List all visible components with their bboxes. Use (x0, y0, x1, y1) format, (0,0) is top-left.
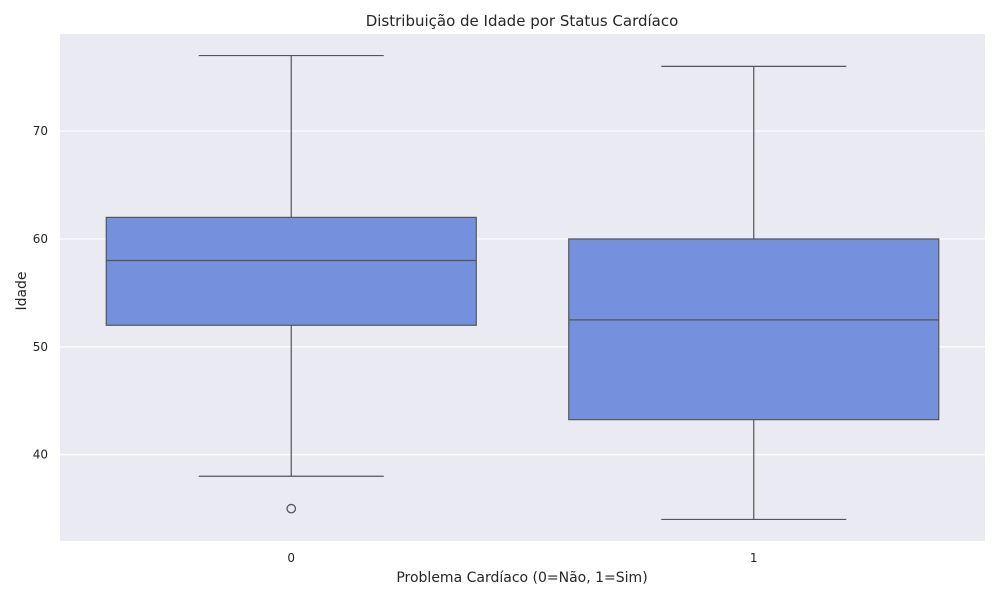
y-tick-label: 70 (33, 124, 48, 138)
boxes (105, 54, 940, 521)
box-group (105, 54, 477, 514)
box-group (568, 65, 940, 521)
outlier-point (286, 503, 297, 514)
x-axis-label: Problema Cardíaco (0=Não, 1=Sim) (396, 570, 647, 586)
box (568, 238, 940, 421)
y-tick-label: 60 (33, 232, 48, 246)
box (105, 216, 477, 326)
x-tick-label: 1 (750, 551, 758, 565)
y-axis-ticks: 40 50 60 70 (33, 124, 48, 462)
y-tick-label: 50 (33, 340, 48, 354)
y-tick-label: 40 (33, 448, 48, 462)
y-axis-label: Idade (14, 271, 30, 310)
chart-title: Distribuição de Idade por Status Cardíac… (366, 12, 679, 30)
x-tick-label: 0 (287, 551, 295, 565)
